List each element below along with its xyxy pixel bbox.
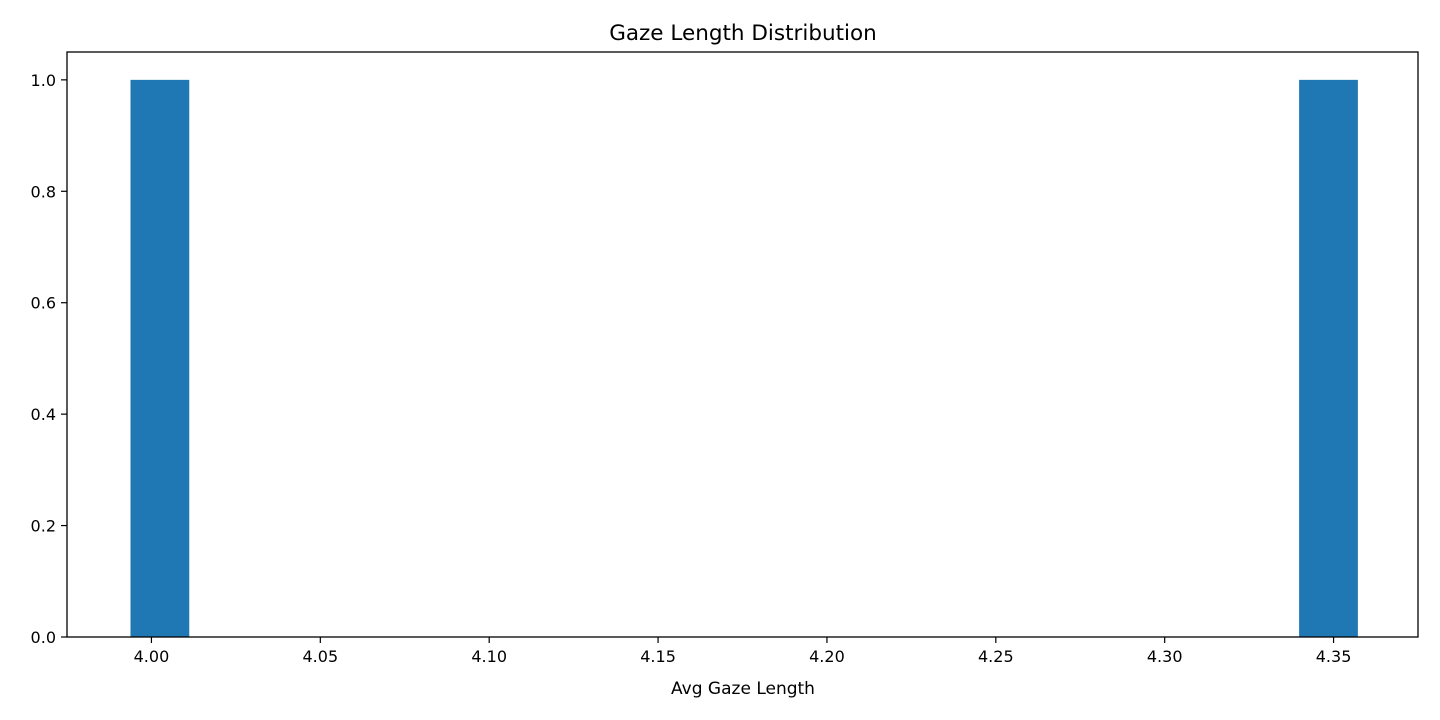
- histogram-bar-1: [1299, 79, 1358, 638]
- y-tick-label: 0.4: [31, 405, 56, 424]
- x-tick-label: 4.20: [809, 647, 845, 666]
- bars-group: [130, 79, 1358, 638]
- plot-frame: [66, 51, 1419, 638]
- x-tick-label: 4.25: [978, 647, 1014, 666]
- x-axis-label: Avg Gaze Length: [671, 679, 815, 699]
- x-tick-label: 4.00: [134, 647, 170, 666]
- y-tick-label: 0.0: [31, 628, 56, 647]
- x-tick-label: 4.15: [640, 647, 676, 666]
- x-tick-label: 4.10: [471, 647, 507, 666]
- y-tick-label: 1.0: [31, 71, 56, 90]
- x-tick-label: 4.05: [303, 647, 339, 666]
- y-tick-label: 0.6: [31, 294, 56, 313]
- x-tick-label: 4.30: [1147, 647, 1183, 666]
- x-tick-label: 4.35: [1316, 647, 1352, 666]
- y-axis-ticks: 0.0 0.2 0.4 0.6 0.8 1.0: [31, 71, 67, 647]
- y-tick-label: 0.2: [31, 517, 56, 536]
- histogram-bar-0: [130, 79, 190, 638]
- chart-title: Gaze Length Distribution: [609, 21, 877, 46]
- y-tick-label: 0.8: [31, 182, 56, 201]
- x-axis-ticks: 4.00 4.05 4.10 4.15 4.20 4.25 4.30 4.35: [134, 637, 1352, 666]
